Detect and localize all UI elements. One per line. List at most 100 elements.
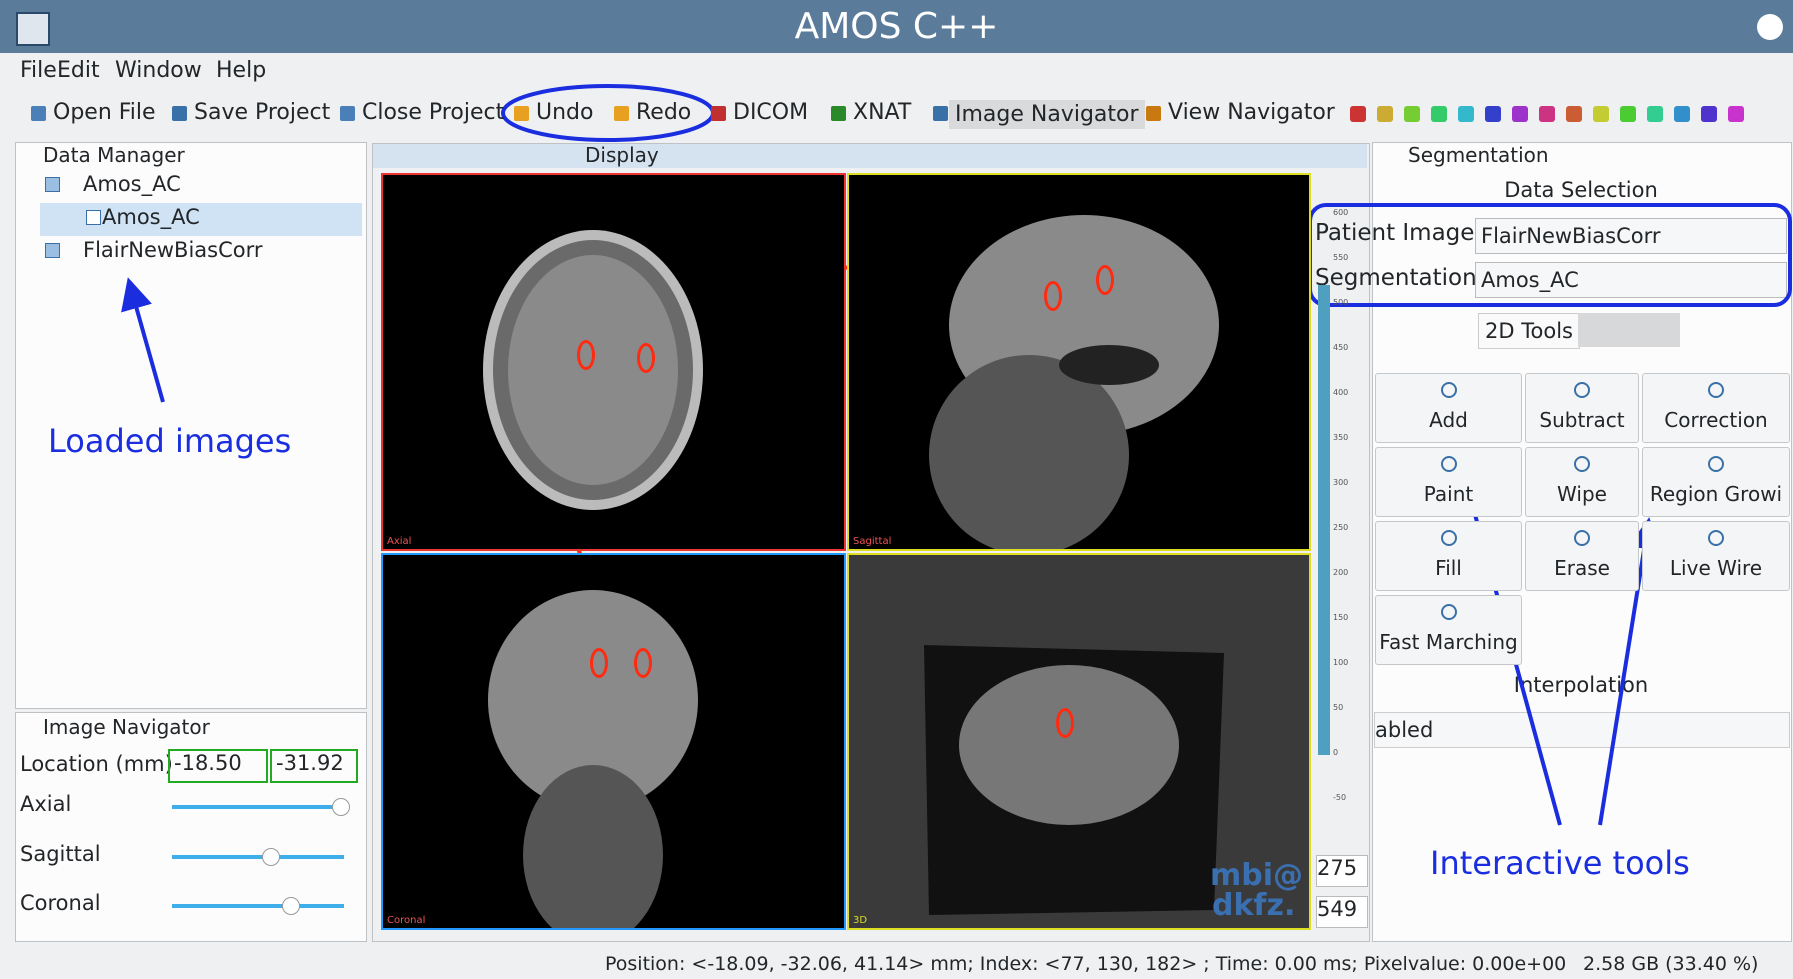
lesion [634, 648, 652, 678]
toolbar-icon[interactable] [1620, 106, 1636, 122]
data-manager-title: Data Manager [43, 143, 185, 167]
view-label: Coronal [387, 915, 426, 926]
display-title: Display [585, 143, 659, 167]
tab-2d-tools[interactable]: 2D Tools [1478, 313, 1580, 349]
toolbar-icon[interactable] [1674, 106, 1690, 122]
checkbox[interactable] [45, 243, 60, 258]
tool-icon [1708, 530, 1724, 546]
tab-empty [1578, 313, 1680, 347]
location-x[interactable]: -18.50 [168, 749, 268, 783]
brain-image [483, 230, 703, 510]
toolbar-icon[interactable] [1350, 106, 1366, 122]
toolbar-button[interactable]: DICOM [733, 100, 809, 125]
toolbar-button[interactable]: Open File [53, 100, 156, 125]
tool-label: Correction [1664, 408, 1768, 432]
tool-button[interactable]: Fast Marching [1375, 595, 1522, 665]
scale-label: 150 [1333, 613, 1349, 622]
watermark: mbi@ [1210, 858, 1304, 893]
watermark: dkfz. [1212, 888, 1296, 923]
location-y[interactable]: -31.92 [270, 749, 358, 783]
menu-item[interactable]: File [20, 58, 57, 83]
toolbar-icon[interactable] [1728, 106, 1744, 122]
tool-button[interactable]: Add [1375, 373, 1522, 443]
toolbar-button[interactable]: Close Project [362, 100, 505, 125]
checkbox[interactable] [45, 177, 60, 192]
segmentation-label: Segmentation [1315, 265, 1477, 291]
brain-image [488, 590, 698, 928]
segmentation-title: Segmentation [1408, 143, 1549, 167]
toolbar-icon [933, 106, 948, 121]
status-position: Position: <-18.09, -32.06, 41.14> mm; In… [605, 953, 1567, 975]
location-label: Location (mm) [20, 752, 173, 776]
toolbar-icon[interactable] [1404, 106, 1420, 122]
toolbar-button[interactable]: View Navigator [1168, 100, 1335, 125]
tree-item[interactable]: FlairNewBiasCorr [83, 238, 263, 262]
tool-button[interactable]: Live Wire [1642, 521, 1790, 591]
tool-button[interactable]: Erase [1525, 521, 1639, 591]
toolbar-icon[interactable] [1512, 106, 1528, 122]
brain-image [924, 645, 1224, 915]
toolbar-button[interactable]: Save Project [194, 100, 331, 125]
toolbar-button[interactable]: Redo [636, 100, 692, 125]
menu-bar [0, 53, 1793, 93]
slider-track[interactable] [172, 855, 344, 859]
slider-handle[interactable] [282, 897, 300, 915]
toolbar-icon[interactable] [1539, 106, 1555, 122]
app-icon [16, 12, 50, 46]
tool-icon [1440, 604, 1457, 620]
segmentation-combo[interactable]: Amos_AC [1475, 262, 1787, 298]
scale-label: 600 [1333, 208, 1349, 217]
slider-track[interactable] [172, 805, 344, 809]
display-title-bar [373, 144, 1367, 168]
toolbar-icon[interactable] [1458, 106, 1474, 122]
slider-track[interactable] [172, 904, 344, 908]
view-2: Coronal [381, 553, 846, 930]
view-0: Axial [381, 173, 846, 551]
lesion [1056, 708, 1074, 738]
toolbar-icon[interactable] [1701, 106, 1717, 122]
tool-button[interactable]: Correction [1642, 373, 1790, 443]
toolbar-icon [614, 106, 629, 121]
toolbar-icon[interactable] [1377, 106, 1393, 122]
close-button[interactable] [1757, 14, 1783, 40]
toolbar-icon[interactable] [1566, 106, 1582, 122]
tool-label: Fast Marching [1379, 630, 1518, 654]
menu-item[interactable]: Window [115, 58, 202, 83]
tool-label: Subtract [1539, 408, 1625, 432]
scale-label: 500 [1333, 298, 1349, 307]
menu-item[interactable]: Help [216, 58, 267, 83]
toolbar-icon[interactable] [1647, 106, 1663, 122]
tool-button[interactable]: Region Growi [1642, 447, 1790, 517]
tool-label: Live Wire [1669, 556, 1763, 580]
tool-button[interactable]: Wipe [1525, 447, 1639, 517]
tool-button[interactable]: Subtract [1525, 373, 1639, 443]
toolbar-button[interactable]: Image Navigator [949, 100, 1145, 129]
tool-label: Paint [1423, 482, 1474, 506]
toolbar-button[interactable]: XNAT [853, 100, 912, 125]
slider-handle[interactable] [262, 848, 280, 866]
lesion [637, 343, 655, 373]
tree-item[interactable]: Amos_AC [102, 205, 200, 229]
tool-button[interactable]: Paint [1375, 447, 1522, 517]
toolbar-icon[interactable] [1485, 106, 1501, 122]
tool-button[interactable]: Fill [1375, 521, 1522, 591]
scale-label: 100 [1333, 658, 1349, 667]
scale-label: 200 [1333, 568, 1349, 577]
brain-image [929, 215, 1219, 549]
tree-item[interactable]: Amos_AC [83, 172, 181, 196]
menu-item[interactable]: Edit [57, 58, 100, 83]
status-memory: 2.58 GB (33.40 %) [1583, 953, 1759, 975]
toolbar-icon[interactable] [1593, 106, 1609, 122]
slider-label: Axial [20, 792, 72, 816]
image-navigator-title: Image Navigator [43, 715, 210, 739]
tool-label: Add [1429, 408, 1468, 432]
checkbox[interactable] [86, 210, 101, 225]
toolbar-icon[interactable] [1431, 106, 1447, 122]
interpolation-combo[interactable]: abled [1374, 712, 1790, 748]
patient-image-combo[interactable]: FlairNewBiasCorr [1475, 218, 1787, 254]
tool-label: Wipe [1557, 482, 1607, 506]
slider-handle[interactable] [332, 798, 350, 816]
view-label: 3D [853, 915, 868, 926]
toolbar-button[interactable]: Undo [536, 100, 594, 125]
slider-label: Sagittal [20, 842, 101, 866]
